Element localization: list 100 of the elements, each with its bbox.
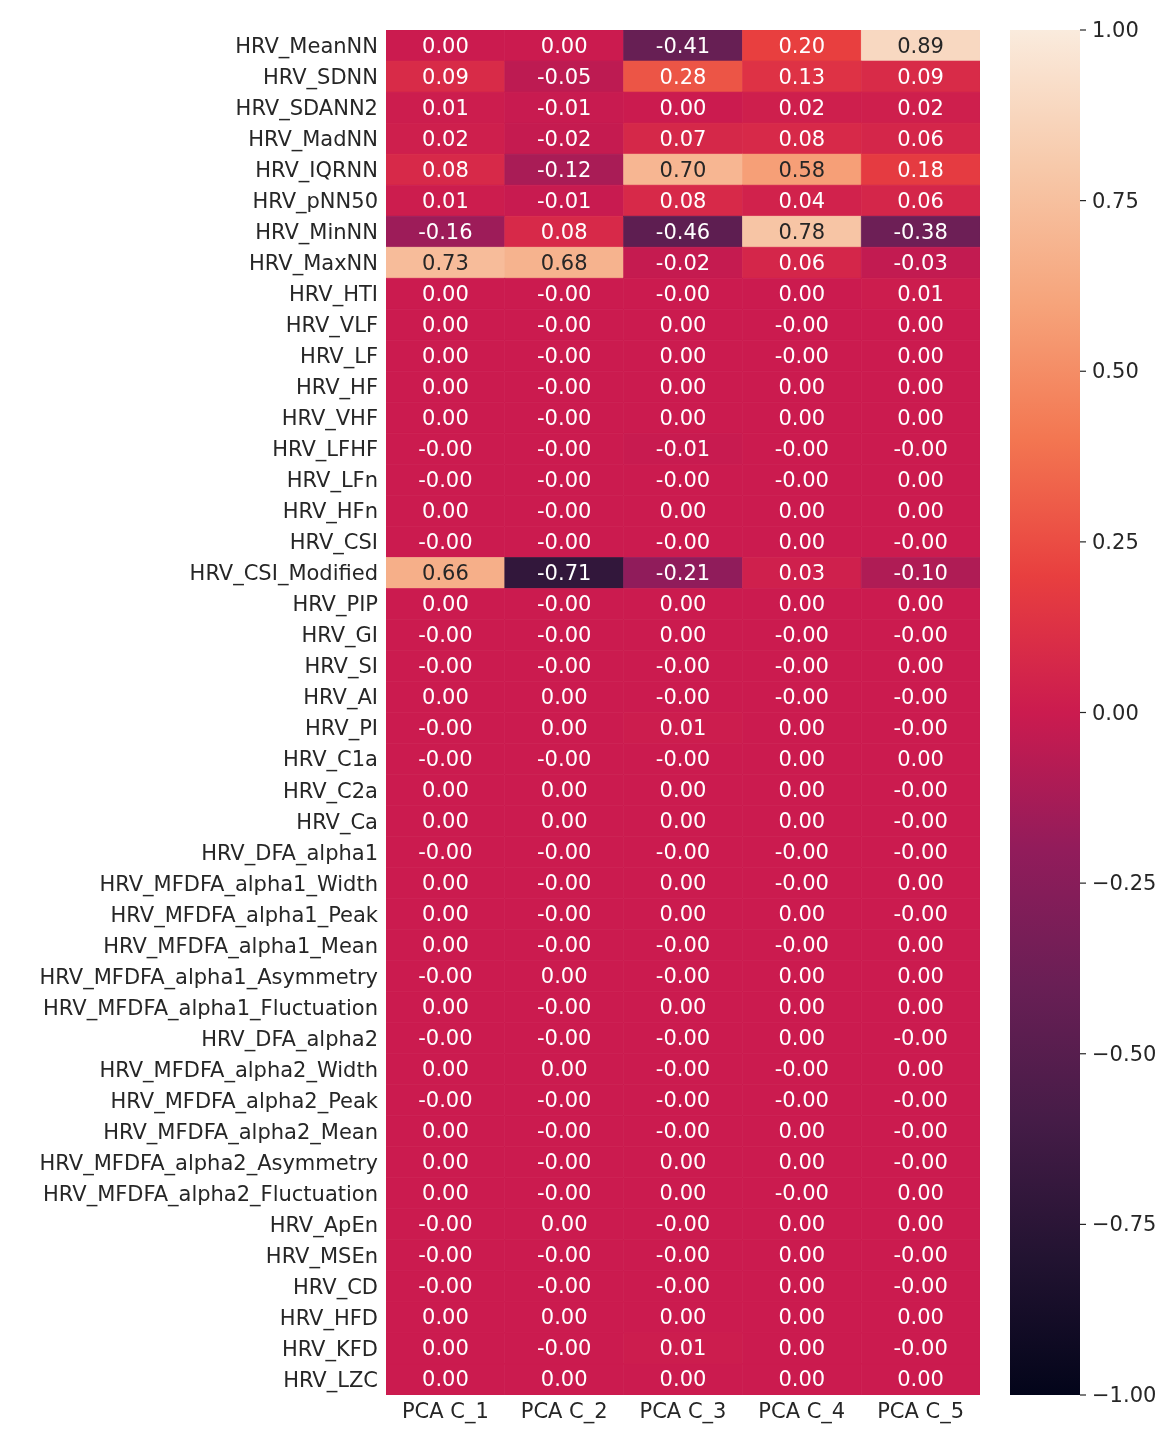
y-tick-label: HRV_PI xyxy=(305,716,378,742)
y-tick-label: HRV_HFn xyxy=(282,499,378,525)
data-label: 0.00 xyxy=(540,1367,588,1392)
data-label: -0.00 xyxy=(418,716,473,741)
data-label: 0.00 xyxy=(540,684,588,709)
data-label: -0.00 xyxy=(655,467,711,492)
data-label: -0.00 xyxy=(537,1243,592,1268)
y-tick-label: HRV_SI xyxy=(304,654,378,680)
y-tick-label: HRV_AI xyxy=(303,685,378,711)
data-label: -0.00 xyxy=(893,529,948,554)
data-label: -0.00 xyxy=(655,1212,711,1237)
y-tick-label: HRV_DFA_alpha1 xyxy=(201,840,378,866)
data-label: 0.00 xyxy=(897,964,944,989)
data-label: -0.00 xyxy=(655,933,711,958)
data-label: -0.00 xyxy=(774,1181,829,1206)
data-label: 0.00 xyxy=(422,374,469,399)
y-tick-label: HRV_MFDFA_alpha2_Asymmetry xyxy=(39,1150,378,1176)
data-label: 0.00 xyxy=(778,281,826,306)
data-label: 0.00 xyxy=(897,747,944,772)
data-label: 0.00 xyxy=(778,405,826,430)
data-label: 0.00 xyxy=(540,33,588,58)
data-label: 0.58 xyxy=(778,157,826,182)
data-label: 0.00 xyxy=(778,529,826,554)
data-label: -0.00 xyxy=(418,1212,473,1237)
y-tick-label: HRV_MFDFA_alpha2_Mean xyxy=(103,1119,378,1145)
data-label: 0.00 xyxy=(897,1212,944,1237)
data-label: -0.00 xyxy=(893,436,948,461)
data-label: -0.00 xyxy=(655,281,711,306)
data-label: -0.00 xyxy=(537,622,592,647)
data-label: 0.00 xyxy=(778,498,826,523)
y-tick-label: HRV_MFDFA_alpha2_Peak xyxy=(110,1088,379,1114)
data-label: -0.00 xyxy=(774,933,829,958)
data-label: -0.03 xyxy=(893,250,948,275)
data-label: -0.00 xyxy=(893,684,948,709)
y-tick-label: HRV_CD xyxy=(293,1274,378,1300)
y-tick-label: HRV_Ca xyxy=(296,809,378,835)
data-label: 0.00 xyxy=(778,1150,826,1175)
data-label: 0.00 xyxy=(659,95,707,120)
data-label: -0.00 xyxy=(418,467,473,492)
data-label: 0.00 xyxy=(897,1057,944,1082)
data-label: -0.12 xyxy=(537,157,592,182)
data-label: 0.00 xyxy=(659,809,707,834)
data-label: 0.00 xyxy=(897,933,944,958)
data-label: 0.00 xyxy=(778,1367,826,1392)
y-tick-label: HRV_PIP xyxy=(292,592,378,618)
data-label: 0.28 xyxy=(659,64,707,89)
data-label: -0.00 xyxy=(655,653,711,678)
data-label: 0.00 xyxy=(778,1119,826,1144)
data-label: 0.06 xyxy=(897,188,944,213)
data-label: 0.00 xyxy=(897,653,944,678)
data-label: -0.00 xyxy=(418,1026,473,1051)
data-label: -0.00 xyxy=(893,1274,948,1299)
y-tick-label: HRV_C2a xyxy=(283,778,378,804)
data-label: -0.00 xyxy=(893,809,948,834)
data-label: 0.00 xyxy=(422,405,469,430)
data-label: -0.00 xyxy=(537,1274,592,1299)
y-tick-label: HRV_SDNN xyxy=(262,64,378,90)
data-label: -0.02 xyxy=(537,126,592,151)
data-label: 0.00 xyxy=(659,622,707,647)
data-label: -0.00 xyxy=(774,467,829,492)
data-label: 0.00 xyxy=(540,964,588,989)
data-label: -0.00 xyxy=(537,1088,592,1113)
y-tick-label: HRV_MFDFA_alpha2_Width xyxy=(99,1057,378,1083)
data-label: 0.00 xyxy=(422,1119,469,1144)
data-label: 0.00 xyxy=(659,1181,707,1206)
data-label: 0.18 xyxy=(897,157,944,182)
data-label: 0.00 xyxy=(659,498,707,523)
data-label: 0.00 xyxy=(778,1212,826,1237)
data-label: -0.00 xyxy=(893,902,948,927)
data-label: 0.00 xyxy=(659,405,707,430)
data-label: 0.01 xyxy=(659,1336,707,1361)
data-label: 0.01 xyxy=(897,281,944,306)
data-label: 0.00 xyxy=(778,809,826,834)
data-label: -0.00 xyxy=(655,747,711,772)
data-label: -0.00 xyxy=(774,840,829,865)
color-bar-label: −0.25 xyxy=(1092,871,1157,896)
data-label: -0.00 xyxy=(418,436,473,461)
y-tick-label: HRV_MaxNN xyxy=(249,251,378,277)
data-label: -0.00 xyxy=(537,1181,592,1206)
data-label: -0.01 xyxy=(655,436,711,461)
data-label: -0.00 xyxy=(537,1119,592,1144)
x-tick-label: PCA C_4 xyxy=(758,1398,846,1424)
data-label: 0.00 xyxy=(778,1336,826,1361)
data-label: -0.00 xyxy=(893,1119,948,1144)
color-bar-label: 0.50 xyxy=(1092,359,1139,384)
data-label: 0.00 xyxy=(422,1150,469,1175)
data-label: 0.00 xyxy=(897,498,944,523)
data-label: -0.00 xyxy=(893,840,948,865)
data-label: 0.00 xyxy=(540,1305,588,1330)
y-tick-label: HRV_MFDFA_alpha1_Peak xyxy=(110,902,379,928)
y-tick-label: HRV_HFD xyxy=(279,1305,378,1331)
data-label: 0.00 xyxy=(422,1305,469,1330)
data-label: -0.00 xyxy=(537,591,592,616)
y-tick-label: HRV_CSI_Modified xyxy=(189,561,378,587)
data-label: 0.00 xyxy=(897,312,944,337)
data-label: 0.00 xyxy=(778,591,826,616)
data-label: 0.00 xyxy=(897,591,944,616)
y-tick-label: HRV_KFD xyxy=(281,1336,378,1362)
data-label: -0.00 xyxy=(655,1057,711,1082)
data-label: 0.00 xyxy=(897,343,944,368)
